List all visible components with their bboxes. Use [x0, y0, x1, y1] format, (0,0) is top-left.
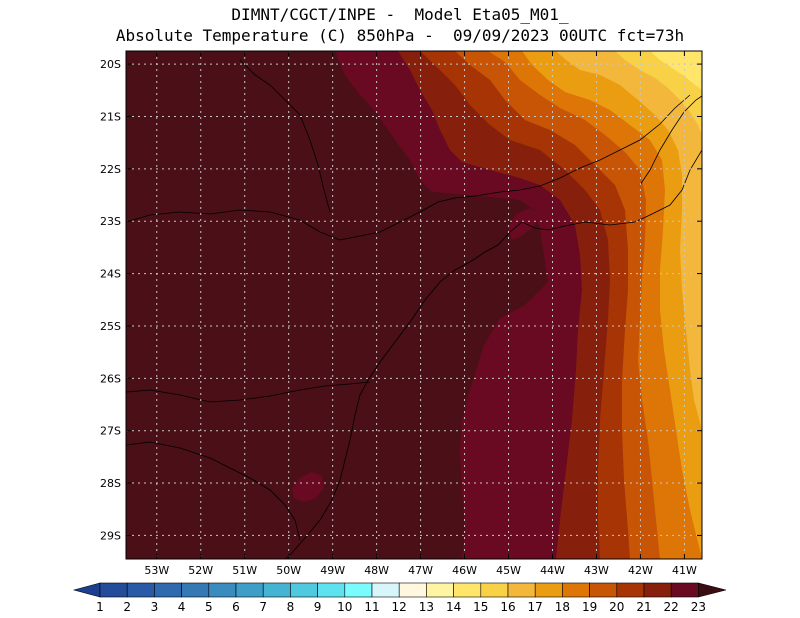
colorbar-swatch — [154, 582, 182, 598]
colorbar-swatch — [589, 582, 618, 598]
field-warm-spot — [508, 208, 540, 240]
colorbar-label: 18 — [555, 600, 570, 614]
colorbar-label: 4 — [178, 600, 186, 614]
colorbar-label: 17 — [528, 600, 543, 614]
colorbar-swatch — [453, 582, 482, 598]
lat-tick-label: 23S — [100, 215, 121, 228]
map-frame — [125, 50, 703, 560]
state-border — [126, 381, 371, 403]
colorbar-swatch — [99, 582, 128, 598]
lon-tick-label: 43W — [584, 564, 609, 577]
state-border — [126, 94, 691, 241]
colorbar-swatch — [126, 582, 155, 598]
longitude-axis: 53W 52W 51W 50W 49W 48W 47W 46W 45W 44W 43W 42W 41W — [144, 51, 697, 577]
lon-tick-label: 50W — [276, 564, 301, 577]
colorbar-label: 21 — [636, 600, 651, 614]
map-title-line-2: Absolute Temperature (C) 850hPa - 09/09/… — [115, 26, 685, 45]
colorbar-swatch — [426, 582, 454, 598]
colorbar-swatch — [643, 582, 672, 598]
latitude-axis: 20S 21S 22S 23S 24S 25S 26S 27S 28S 29S — [100, 58, 702, 542]
field-level-18 — [488, 51, 702, 559]
lat-tick-label: 28S — [100, 477, 121, 490]
lat-tick-label: 21S — [100, 110, 121, 123]
colorbar-swatch — [344, 582, 373, 598]
colorbar-arrow-high — [698, 582, 727, 598]
lon-tick-label: 46W — [452, 564, 477, 577]
lon-tick-label: 41W — [672, 564, 697, 577]
lon-tick-label: 53W — [144, 564, 169, 577]
graticule — [126, 51, 702, 559]
lat-tick-label: 26S — [100, 372, 121, 385]
colorbar-label: 11 — [364, 600, 379, 614]
colorbar-swatch — [317, 582, 346, 598]
colorbar-label: 8 — [287, 600, 295, 614]
lat-tick-label: 24S — [100, 268, 121, 281]
state-border — [126, 441, 301, 541]
colorbar-label: 12 — [392, 600, 407, 614]
state-border — [639, 95, 702, 186]
colorbar-label: 6 — [232, 600, 240, 614]
colorbar-label: 10 — [337, 600, 352, 614]
lon-tick-label: 42W — [628, 564, 653, 577]
map-title-line-1: DIMNT/CGCT/INPE - Model Eta05_M01_ — [231, 5, 569, 24]
colorbar-label: 7 — [259, 600, 267, 614]
lon-tick-label: 45W — [496, 564, 521, 577]
boundaries — [126, 59, 702, 559]
field-level-14 — [650, 51, 702, 90]
lat-tick-label: 29S — [100, 529, 121, 542]
coastline — [284, 149, 702, 559]
colorbar-label: 3 — [151, 600, 159, 614]
colorbar-swatch — [507, 582, 536, 598]
lon-tick-label: 47W — [408, 564, 433, 577]
lon-tick-label: 52W — [188, 564, 213, 577]
lon-tick-label: 51W — [232, 564, 257, 577]
colorbar-arrow-low — [72, 582, 101, 598]
field-warm-spot — [292, 472, 324, 502]
lat-tick-label: 20S — [100, 58, 121, 71]
colorbar-label: 2 — [123, 600, 131, 614]
lon-tick-label: 49W — [320, 564, 345, 577]
colorbar-swatch — [534, 582, 563, 598]
colorbar-swatch — [208, 582, 237, 598]
colorbar: 1 2 3 4 5 6 7 8 9 10 11 12 13 14 15 16 17 18 19 20 21 22 23 — [72, 582, 727, 614]
colorbar-label: 22 — [664, 600, 679, 614]
lat-tick-label: 27S — [100, 425, 121, 438]
colorbar-label: 20 — [609, 600, 624, 614]
colorbar-swatch — [670, 582, 699, 598]
colorbar-label: 5 — [205, 600, 213, 614]
colorbar-swatch — [235, 582, 264, 598]
colorbar-label: 19 — [582, 600, 597, 614]
colorbar-label: 13 — [419, 600, 434, 614]
colorbar-swatch — [480, 582, 509, 598]
lat-tick-label: 22S — [100, 163, 121, 176]
colorbar-swatch — [562, 582, 590, 598]
colorbar-label: 23 — [691, 600, 706, 614]
colorbar-swatch — [371, 582, 400, 598]
colorbar-swatch — [398, 582, 427, 598]
colorbar-swatch — [262, 582, 291, 598]
colorbar-label: 16 — [500, 600, 515, 614]
colorbar-label: 15 — [473, 600, 488, 614]
colorbar-label: 14 — [446, 600, 461, 614]
river — [239, 59, 331, 213]
colorbar-label: 1 — [96, 600, 104, 614]
lon-tick-label: 44W — [540, 564, 565, 577]
colorbar-label: 9 — [314, 600, 322, 614]
lat-tick-label: 25S — [100, 320, 121, 333]
colorbar-swatch — [181, 582, 210, 598]
colorbar-swatch — [290, 582, 318, 598]
colorbar-swatch — [616, 582, 645, 598]
lon-tick-label: 48W — [364, 564, 389, 577]
